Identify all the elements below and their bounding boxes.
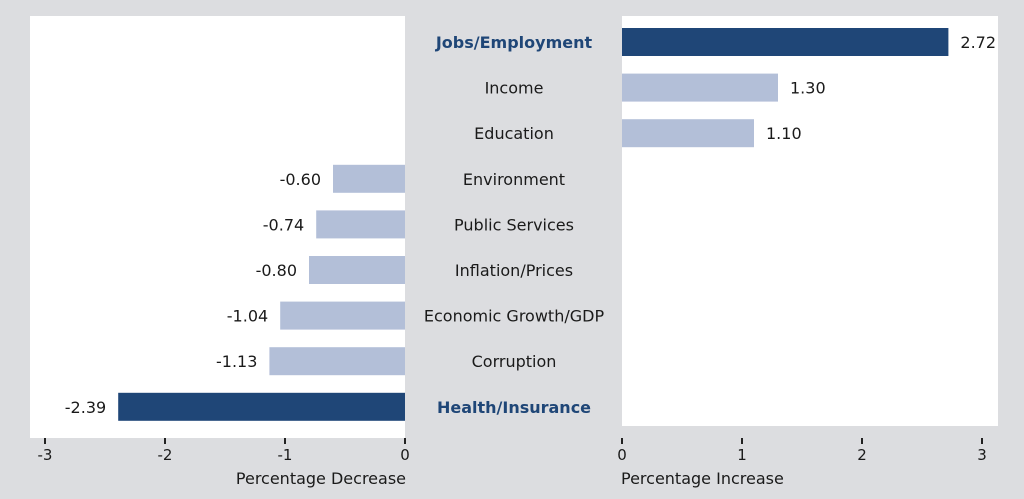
bar — [269, 347, 405, 376]
data-label: -1.04 — [227, 307, 268, 326]
bar — [309, 256, 405, 284]
bar — [118, 392, 405, 421]
category-label: Economic Growth/GDP — [424, 307, 605, 326]
category-label: Jobs/Employment — [435, 33, 593, 52]
data-label: 1.10 — [766, 124, 802, 143]
category-label: Public Services — [454, 215, 574, 234]
bar — [280, 301, 405, 330]
tick-label: -1 — [278, 446, 293, 464]
tick-label: -2 — [158, 446, 173, 464]
category-label: Corruption — [472, 352, 557, 371]
tick-label: 0 — [617, 446, 627, 464]
bar — [622, 73, 778, 102]
right-axis-label: Percentage Increase — [621, 469, 784, 488]
data-label: -0.74 — [263, 215, 304, 234]
tick-label: -3 — [38, 446, 53, 464]
data-label: -0.60 — [280, 170, 321, 189]
bar — [316, 210, 405, 239]
data-label: 1.30 — [790, 79, 826, 98]
data-label: 2.72 — [960, 33, 996, 52]
category-label: Health/Insurance — [437, 398, 591, 417]
bar — [622, 28, 949, 56]
tick-label: 2 — [857, 446, 867, 464]
data-label: -1.13 — [216, 352, 257, 371]
category-label: Income — [485, 79, 544, 98]
data-label: -2.39 — [65, 398, 106, 417]
category-label: Environment — [463, 170, 565, 189]
tick-label: 3 — [977, 446, 987, 464]
category-label: Inflation/Prices — [455, 261, 573, 280]
bar — [333, 164, 405, 193]
tick-label: 1 — [737, 446, 747, 464]
bar — [622, 119, 754, 148]
tick-label: 0 — [400, 446, 410, 464]
category-label: Education — [474, 124, 554, 143]
data-label: -0.80 — [256, 261, 297, 280]
left-axis-label: Percentage Decrease — [236, 469, 406, 488]
